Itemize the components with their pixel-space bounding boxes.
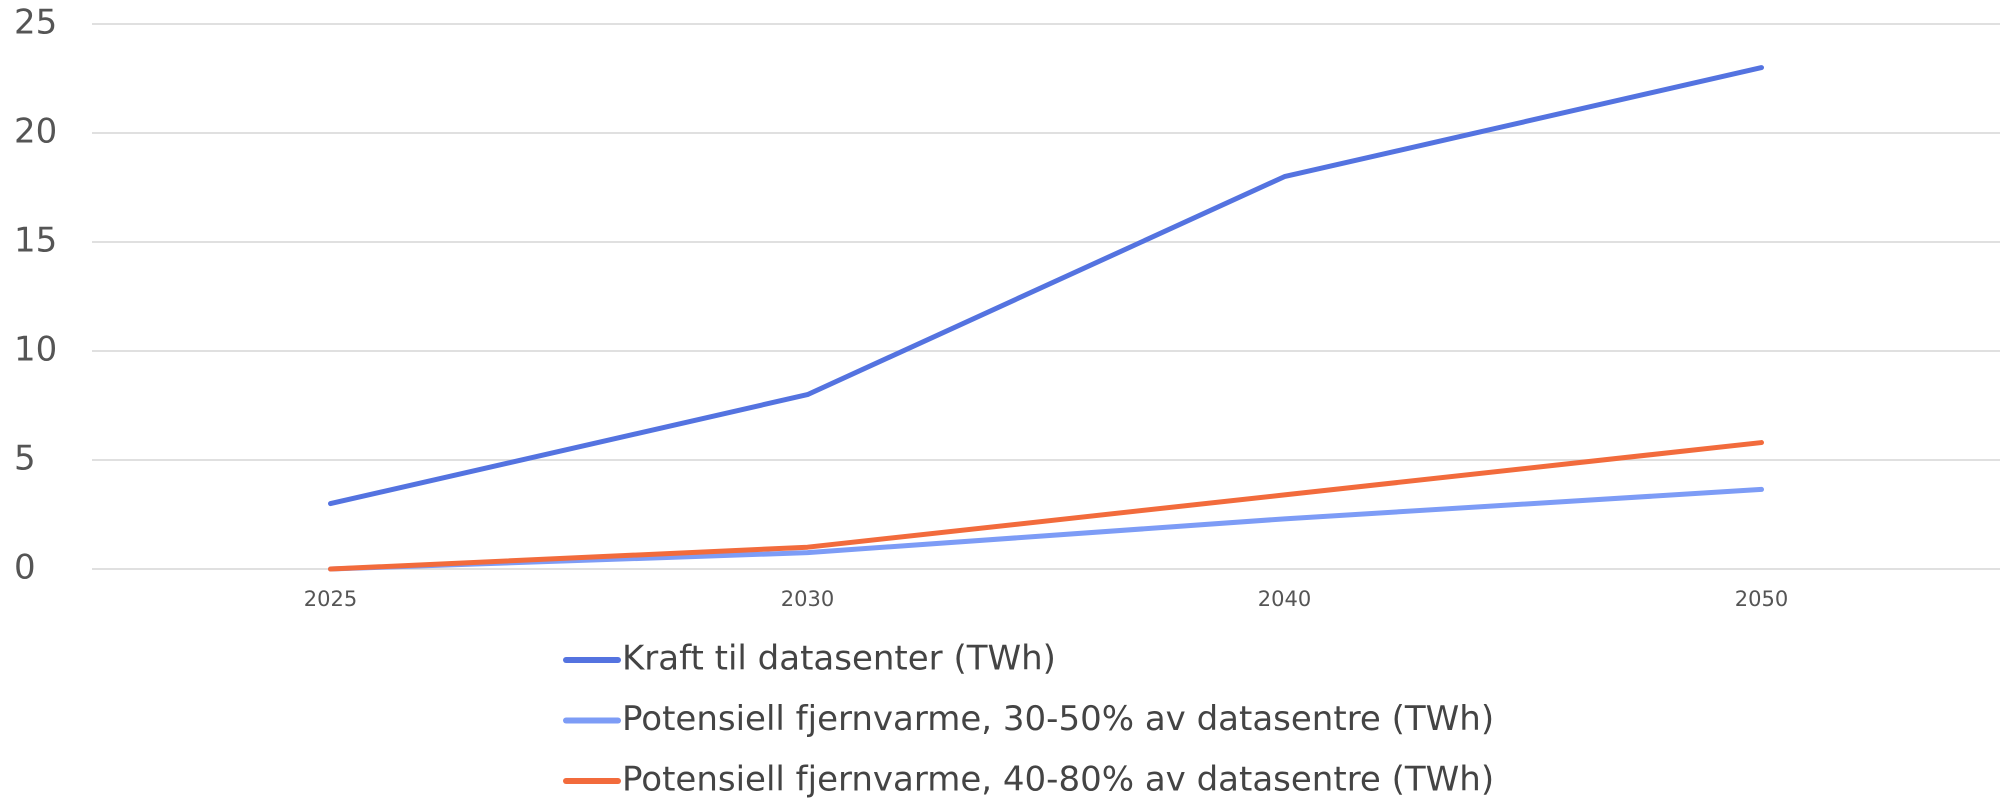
legend-label: Potensiell fjernvarme, 30-50% av datasen… xyxy=(622,699,1494,739)
y-tick-label: 25 xyxy=(14,3,57,43)
x-tick-label: 2030 xyxy=(781,587,834,611)
y-tick-label: 10 xyxy=(14,330,57,370)
data-line xyxy=(328,486,1764,572)
y-tick-label: 5 xyxy=(14,439,36,479)
data-line xyxy=(328,65,1764,507)
y-tick-label: 20 xyxy=(14,112,57,152)
x-tick-label: 2050 xyxy=(1735,587,1788,611)
y-tick-label: 15 xyxy=(14,221,57,261)
legend-label: Potensiell fjernvarme, 40-80% av datasen… xyxy=(622,760,1494,800)
y-tick-label: 0 xyxy=(14,548,36,588)
data-line xyxy=(328,440,1764,572)
x-tick-label: 2025 xyxy=(304,587,357,611)
x-tick-label: 2040 xyxy=(1258,587,1311,611)
legend-label: Kraft til datasenter (TWh) xyxy=(622,639,1056,679)
